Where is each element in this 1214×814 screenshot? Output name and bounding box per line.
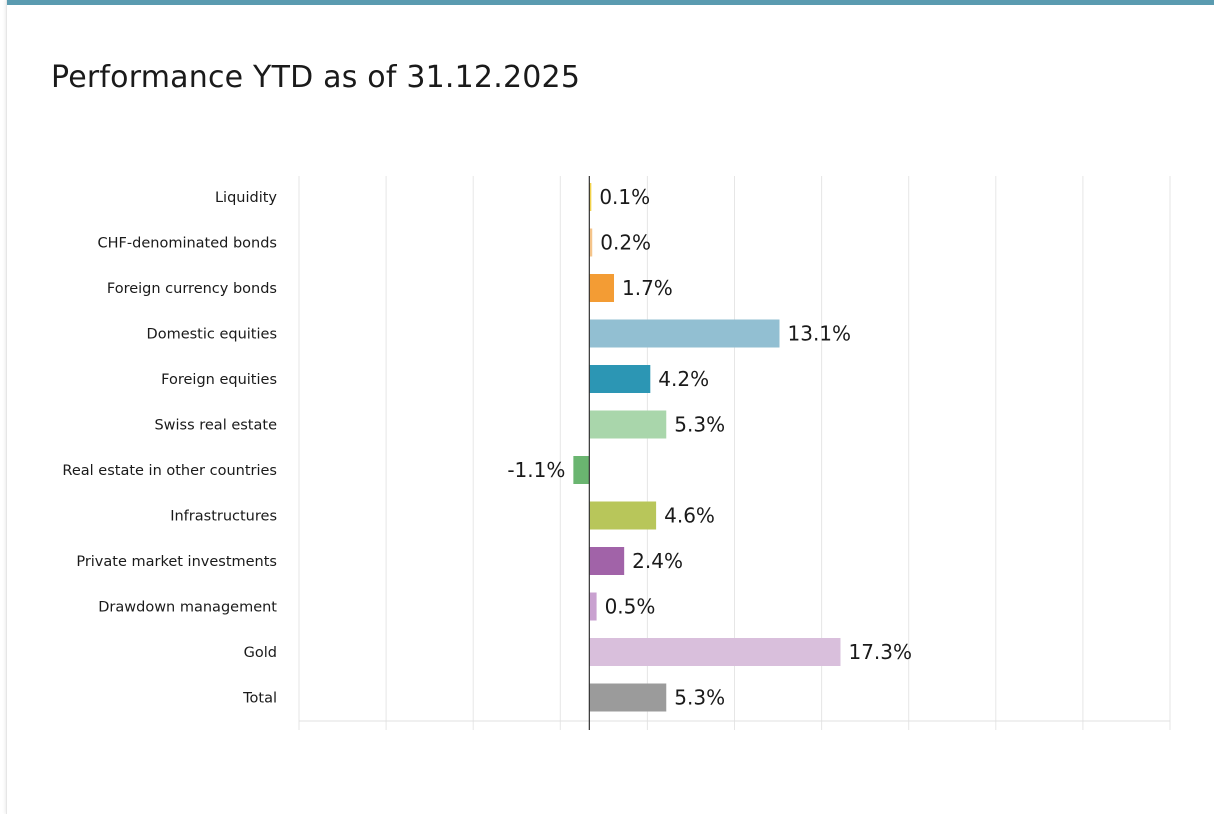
category-label: Gold: [244, 645, 277, 661]
bar: [589, 683, 667, 712]
category-labels: Liquidity CHF-denominated bonds Foreign cu…: [62, 190, 277, 707]
value-label: 0.2%: [600, 231, 651, 255]
value-label: 1.7%: [622, 276, 673, 300]
value-label: 4.6%: [664, 504, 715, 528]
bar: [589, 228, 593, 257]
bar: [589, 592, 597, 621]
category-label: Private market investments: [76, 554, 277, 570]
chart-bars: [573, 183, 841, 712]
category-label: Infrastructures: [170, 509, 277, 525]
category-label: Drawdown management: [98, 600, 277, 616]
category-label: Foreign currency bonds: [107, 281, 277, 297]
category-label: Domestic equities: [147, 327, 277, 343]
chart-card: Performance YTD as of 31.12.2025: [6, 0, 1214, 814]
bar: [573, 456, 590, 484]
value-label: 17.3%: [848, 640, 912, 664]
value-label: 0.5%: [605, 595, 656, 619]
bar: [589, 274, 615, 302]
bar: [589, 638, 841, 666]
bar: [589, 501, 657, 530]
bar: [589, 410, 667, 439]
card-accent-bar: [7, 0, 1214, 5]
value-label: 4.2%: [658, 367, 709, 391]
bar: [589, 547, 625, 575]
category-label: Foreign equities: [161, 372, 277, 388]
category-label: Swiss real estate: [154, 418, 277, 434]
value-label: 2.4%: [632, 549, 683, 573]
value-label: 5.3%: [674, 413, 725, 437]
value-label: 13.1%: [788, 322, 852, 346]
category-label: Total: [242, 691, 277, 707]
bar: [589, 319, 780, 348]
value-label: 0.1%: [599, 185, 650, 209]
chart-grid: [298, 176, 1171, 730]
category-label: Real estate in other countries: [62, 463, 277, 479]
category-label: CHF-denominated bonds: [98, 236, 277, 252]
value-label: -1.1%: [507, 458, 565, 482]
value-label: 5.3%: [674, 686, 725, 710]
page-title: Performance YTD as of 31.12.2025: [51, 60, 581, 95]
bar: [589, 365, 651, 393]
category-label: Liquidity: [215, 190, 277, 206]
bar: [589, 183, 592, 211]
value-labels: 0.1% 0.2% 1.7% 13.1% 4.2% 5.3% -1.1% 4.6% 2.4% 0.…: [507, 185, 912, 710]
